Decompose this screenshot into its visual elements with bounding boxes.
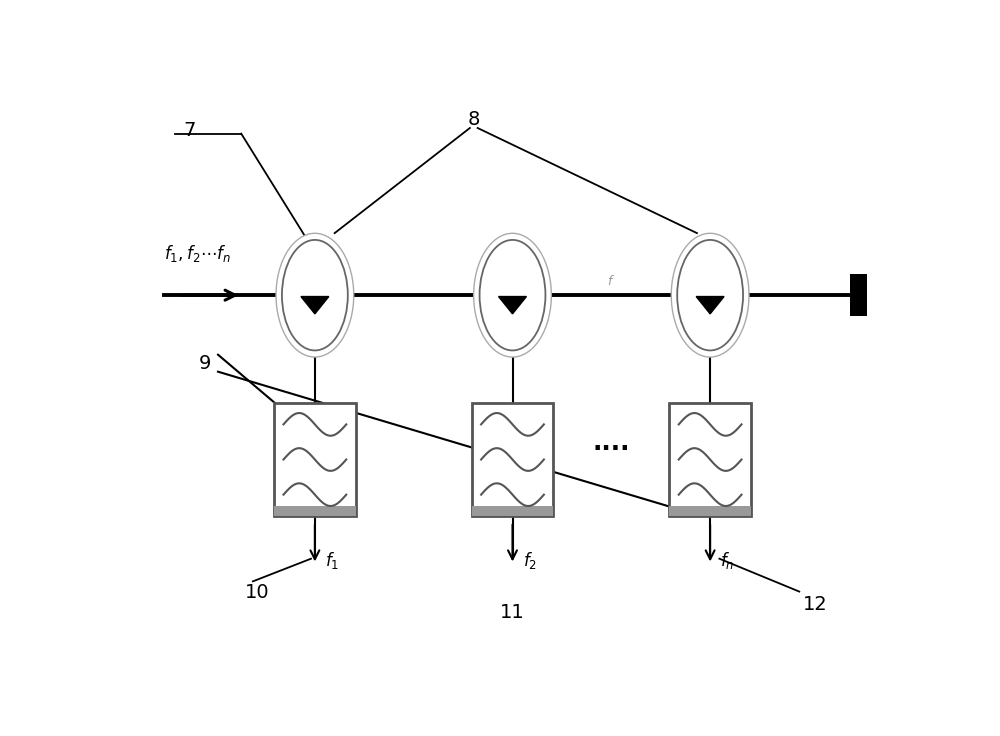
Ellipse shape xyxy=(671,233,749,357)
Text: 8: 8 xyxy=(468,110,480,129)
Ellipse shape xyxy=(276,233,354,357)
Bar xyxy=(472,506,553,516)
Bar xyxy=(274,403,356,516)
Ellipse shape xyxy=(480,240,545,350)
Bar xyxy=(850,274,867,316)
Text: $f_1, f_2 \cdots f_n$: $f_1, f_2 \cdots f_n$ xyxy=(164,243,231,264)
Text: $f$: $f$ xyxy=(607,275,615,289)
Ellipse shape xyxy=(282,240,348,350)
Text: 7: 7 xyxy=(183,121,196,141)
Bar xyxy=(669,506,751,516)
Polygon shape xyxy=(696,297,724,314)
Ellipse shape xyxy=(474,233,551,357)
Bar xyxy=(669,403,751,516)
Text: 10: 10 xyxy=(245,583,270,602)
Bar xyxy=(274,506,356,516)
Text: $f_1$: $f_1$ xyxy=(325,550,339,571)
Polygon shape xyxy=(499,297,526,314)
Text: $f_2$: $f_2$ xyxy=(523,550,537,571)
Text: $f_n$: $f_n$ xyxy=(720,550,735,571)
Polygon shape xyxy=(301,297,329,314)
Text: 9: 9 xyxy=(199,354,211,372)
Text: 11: 11 xyxy=(500,603,525,622)
Text: ....: .... xyxy=(593,431,630,455)
Bar xyxy=(472,403,553,516)
Ellipse shape xyxy=(677,240,743,350)
Text: 12: 12 xyxy=(803,595,828,614)
